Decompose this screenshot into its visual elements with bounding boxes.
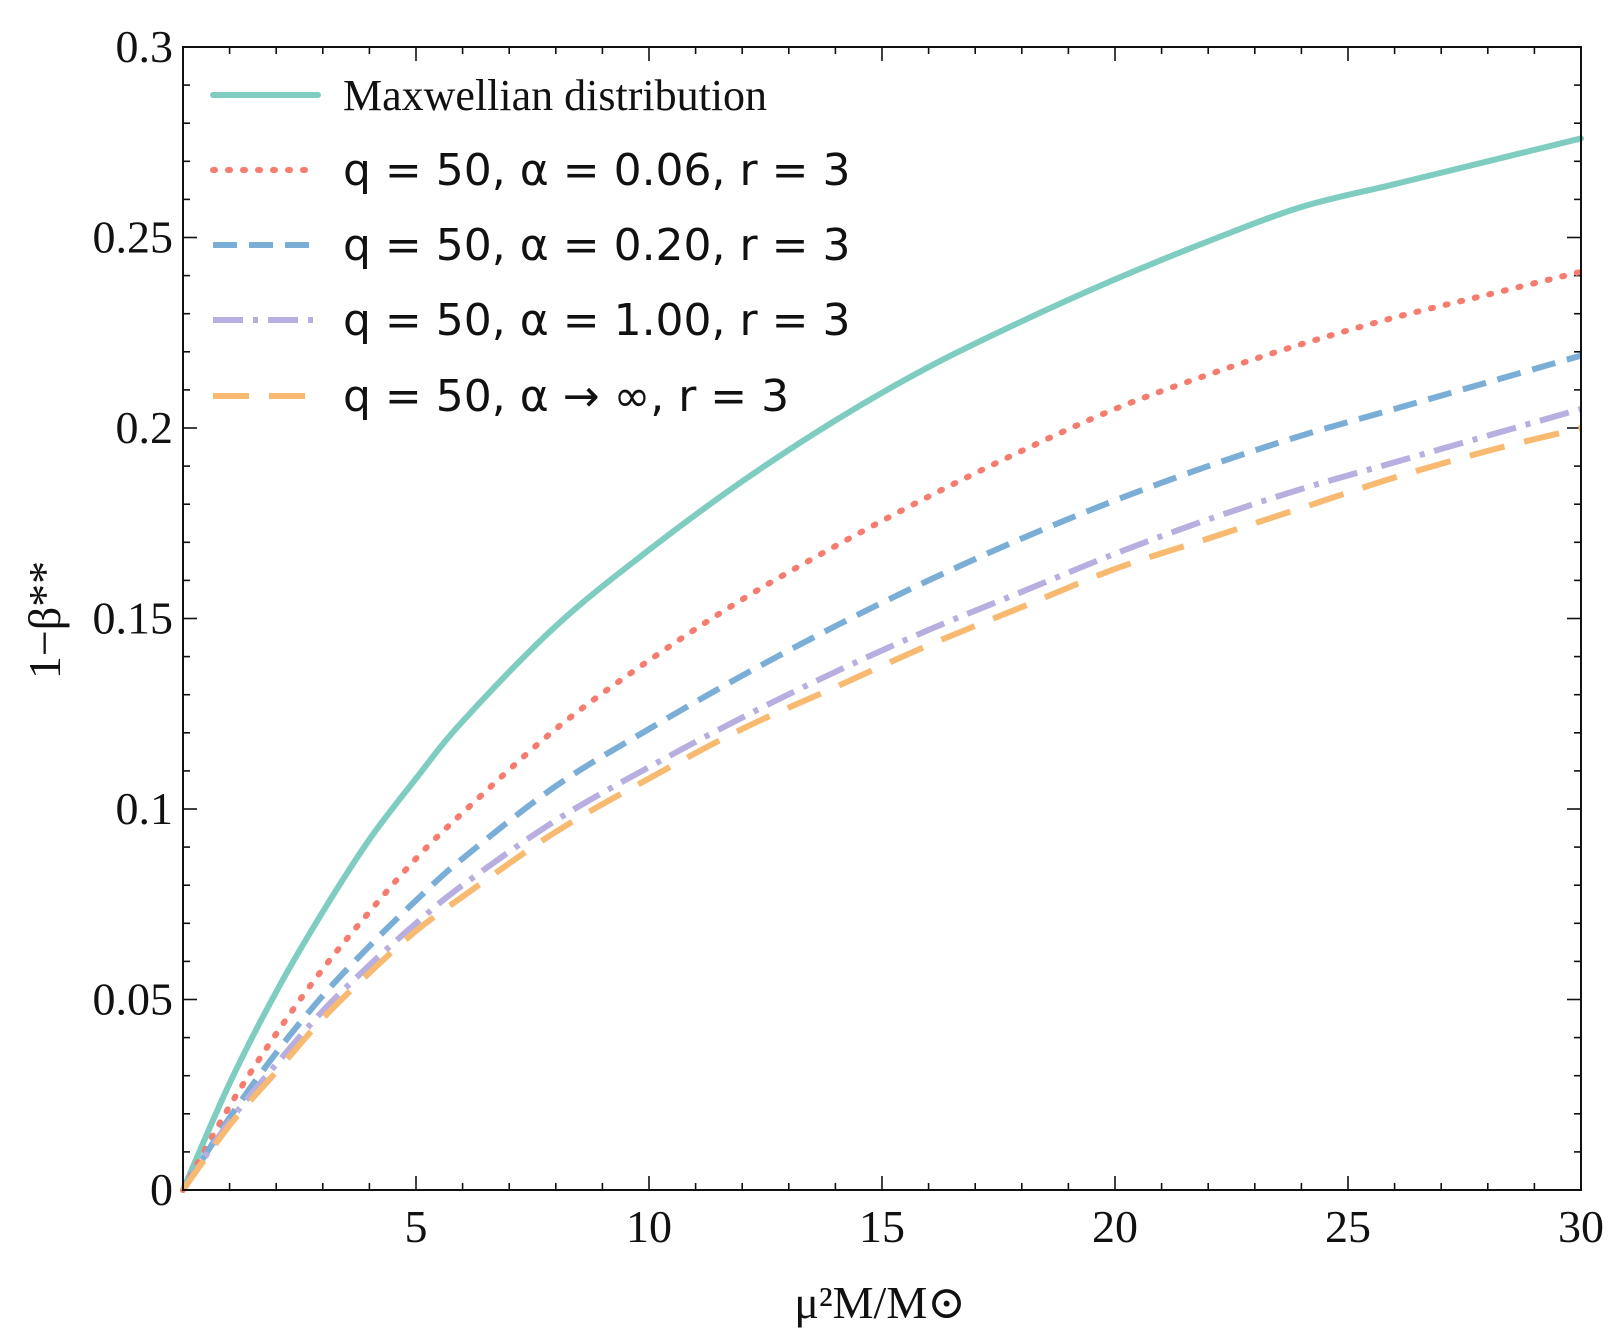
x-tick-label: 25 — [1325, 1201, 1371, 1252]
y-tick-label: 0.3 — [116, 21, 174, 72]
series-line-5 — [180, 425, 1582, 1192]
y-tick-label: 0.25 — [93, 212, 174, 263]
x-tick-label: 30 — [1558, 1201, 1604, 1252]
y-tick-label: 0.1 — [116, 783, 174, 834]
series-line-2 — [180, 268, 1584, 1193]
y-tick-label: 0.2 — [116, 402, 174, 453]
x-tick-label: 20 — [1092, 1201, 1138, 1252]
x-tick-label: 10 — [626, 1201, 672, 1252]
tick-labels: 5 10 15 20 25 30 0 0.05 0.1 0.15 0.2 0.25 0.3 — [93, 21, 1605, 1252]
y-tick-label: 0 — [150, 1164, 173, 1215]
legend: Maxwellian distribution q = 50, α = 0.06,… — [210, 71, 850, 422]
x-tick-label: 15 — [859, 1201, 905, 1252]
y-tick-label: 0.05 — [93, 974, 174, 1025]
y-tick-label: 0.15 — [93, 593, 174, 644]
series-line-1 — [180, 135, 1584, 1193]
series-line-3 — [180, 352, 1582, 1192]
legend-label-3: q = 50, α = 0.20, r = 3 — [343, 220, 850, 271]
x-tick-label: 5 — [405, 1201, 428, 1252]
y-axis-label: 1−β** — [19, 561, 70, 679]
legend-label-1: Maxwellian distribution — [343, 71, 767, 120]
legend-label-5: q = 50, α → ∞, r = 3 — [343, 371, 789, 422]
legend-label-2: q = 50, α = 0.06, r = 3 — [343, 145, 850, 196]
plot-frame — [182, 46, 1582, 1191]
series-line-4 — [180, 406, 1582, 1192]
legend-label-4: q = 50, α = 1.00, r = 3 — [343, 295, 850, 346]
x-axis-label: μ²M/M⊙ — [794, 1277, 966, 1328]
series-layer — [180, 135, 1584, 1193]
